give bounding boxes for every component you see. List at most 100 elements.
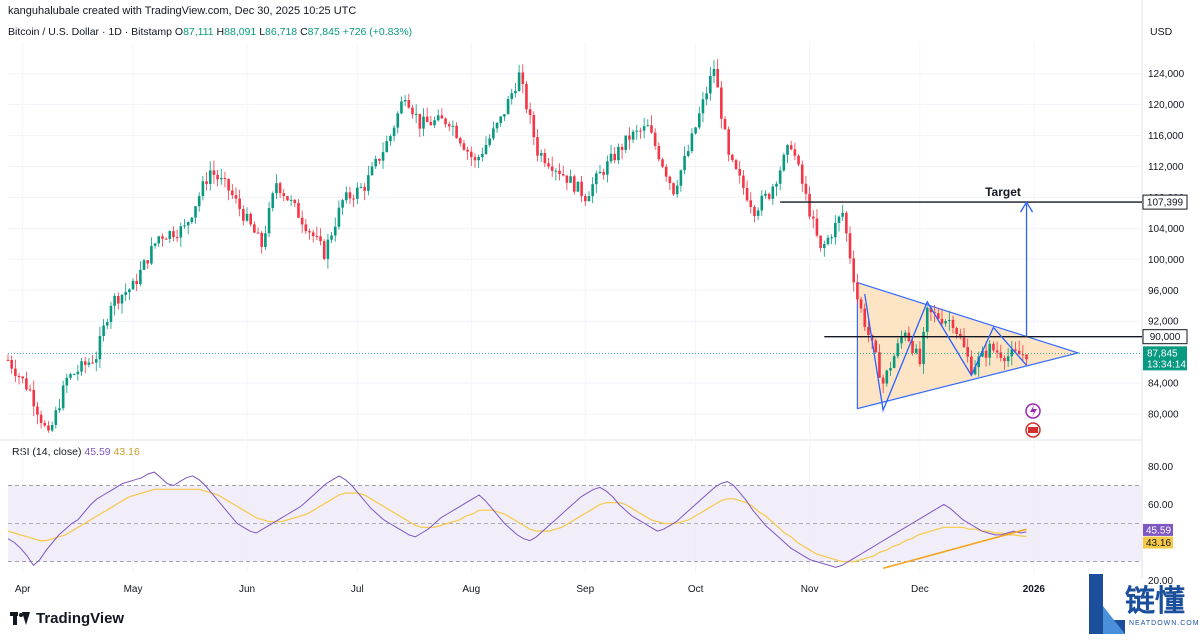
candle-body (359, 186, 363, 188)
time-tick-label: May (124, 584, 143, 595)
candle-body (10, 360, 13, 369)
candle-body (190, 217, 194, 223)
candle-body (727, 129, 730, 155)
lightning-bolt-icon (1030, 405, 1037, 417)
countdown-label: 13:34:14 (1147, 359, 1186, 370)
candle-body (602, 171, 605, 175)
candle-body (407, 100, 411, 108)
candle-body (561, 174, 565, 176)
candle-body (613, 153, 617, 161)
candle-body (495, 123, 499, 129)
time-axis[interactable]: Apr May Jun Jul Aug Sep Oct Nov Dec 2026 (15, 584, 1046, 595)
candle-body (444, 118, 447, 125)
candle-body (970, 356, 973, 375)
candle-body (646, 125, 650, 127)
tradingview-logo-text: TradingView (36, 610, 125, 627)
candle-body (635, 130, 639, 132)
candle-body (396, 113, 400, 128)
candle-body (72, 374, 76, 376)
horizontal-levels: Target (8, 185, 1142, 354)
candle-body (914, 348, 918, 353)
candle-body (374, 158, 377, 167)
price-tick-label: 120,000 (1148, 100, 1185, 111)
candle-body (36, 406, 39, 415)
candle-body (506, 99, 510, 115)
candle-body (113, 295, 116, 306)
candle-body (778, 170, 782, 184)
high-value: 88,091 (224, 26, 257, 38)
candle-body (128, 289, 131, 293)
candle-body (881, 377, 885, 384)
candle-body (664, 166, 668, 177)
candle-body (481, 153, 484, 158)
candle-body (595, 173, 598, 185)
candle-body (657, 145, 661, 160)
candle-body (447, 124, 451, 127)
candle-body (628, 135, 631, 140)
candle-body (208, 170, 212, 184)
candle-body (999, 352, 1003, 358)
low-value: 86,718 (265, 26, 298, 38)
candle-body (903, 332, 907, 338)
candle-body (61, 385, 65, 409)
candle-body (867, 326, 870, 335)
candle-body (771, 186, 775, 199)
candle-body (661, 159, 664, 167)
candle-body (50, 424, 54, 431)
candle-body (311, 232, 315, 237)
candle-body (525, 83, 528, 110)
candle-body (242, 209, 245, 221)
candle-body (286, 196, 289, 201)
candle-body (80, 361, 83, 372)
candle-body (1006, 356, 1010, 362)
candle-body (940, 318, 944, 324)
candle-body (811, 216, 815, 219)
watermark-l-icon (1089, 574, 1125, 634)
candle-body (720, 87, 723, 119)
candle-body (760, 195, 764, 211)
rsi-line (7, 471, 1027, 568)
candle-body (948, 319, 951, 322)
candle-body (201, 181, 205, 197)
high-label: H (216, 26, 225, 38)
candle-body (624, 135, 628, 150)
candle-body (889, 367, 892, 371)
candle-body (822, 244, 826, 249)
candle-body (848, 233, 852, 259)
currency-label[interactable]: USD (1150, 26, 1173, 38)
candle-body (330, 235, 333, 240)
candle-body (150, 245, 153, 264)
chart-icons[interactable] (1025, 403, 1041, 438)
candle-body (1003, 357, 1006, 362)
low-label: L (259, 26, 266, 38)
candle-body (955, 328, 958, 334)
candle-body (642, 126, 646, 131)
candle-body (543, 153, 547, 164)
candle-body (576, 181, 580, 192)
candle-body (668, 176, 672, 184)
candle-body (54, 410, 58, 425)
candle-body (264, 233, 267, 247)
candle-body (922, 331, 925, 365)
open-label: O (174, 26, 184, 38)
price-tick-label: 84,000 (1148, 379, 1179, 390)
candle-body (436, 115, 440, 121)
candle-body (87, 362, 91, 365)
target-annotation: Target (985, 185, 1021, 199)
candle-body (951, 319, 955, 329)
candle-body (179, 226, 183, 238)
candle-body (91, 362, 94, 364)
rsi-tick-label: 80.00 (1148, 462, 1173, 473)
candle-body (470, 151, 473, 158)
time-tick-label: Apr (15, 584, 31, 595)
symbol-title: Bitcoin / U.S. Dollar · 1D · Bitstamp (8, 26, 172, 38)
candle-body (705, 93, 708, 100)
candle-body (370, 166, 374, 176)
rsi-band (8, 485, 1142, 562)
tradingview-logo-icon (10, 612, 30, 625)
candle-body (767, 193, 771, 199)
candle-body (918, 348, 922, 365)
candle-body (219, 177, 223, 180)
